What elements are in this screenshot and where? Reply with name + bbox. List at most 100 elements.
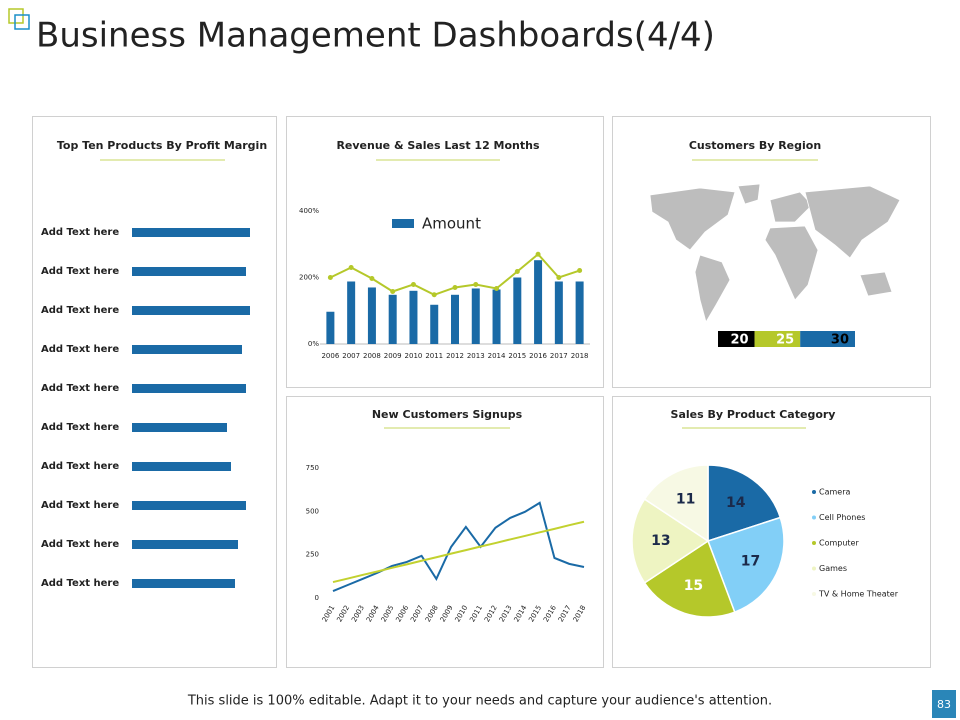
panel-title: Top Ten Products By Profit Margin	[57, 139, 267, 152]
footer: This slide is 100% editable. Adapt it to…	[187, 694, 772, 709]
bar	[430, 304, 439, 344]
bar-label: Add Text here	[41, 578, 119, 589]
line-marker	[556, 275, 562, 280]
map-region	[859, 271, 893, 297]
bar	[451, 294, 459, 344]
bar-label: Add Text here	[41, 383, 119, 394]
x-tick-label: 2006	[321, 352, 339, 360]
bar-label: Add Text here	[41, 461, 119, 472]
bar	[132, 306, 250, 315]
x-tick-label: 2007	[342, 352, 360, 360]
map-region	[649, 187, 736, 251]
line-marker	[327, 275, 333, 280]
map-region	[769, 191, 813, 223]
x-tick-label: 2017	[557, 604, 573, 623]
bar	[132, 345, 242, 354]
x-tick-label: 2006	[394, 604, 410, 624]
panel	[612, 116, 931, 388]
bar-label: Add Text here	[41, 500, 119, 511]
pie-slice	[631, 498, 710, 584]
region-value: 25	[776, 333, 794, 348]
region-segment	[754, 331, 801, 347]
bar	[132, 384, 246, 393]
line	[332, 501, 585, 592]
x-tick-label: 2016	[542, 604, 558, 624]
bar-label: Add Text here	[41, 266, 119, 277]
legend-label: Camera	[819, 488, 850, 497]
bar	[471, 288, 480, 344]
bar	[409, 290, 418, 344]
panel	[32, 116, 277, 668]
line	[332, 520, 585, 584]
panel-title: New Customers Signups	[372, 408, 523, 421]
logo-square	[14, 14, 30, 30]
line-marker	[390, 288, 396, 294]
bar-label: Add Text here	[41, 305, 119, 316]
x-tick-label: 2009	[439, 604, 455, 623]
map-region	[804, 185, 901, 259]
legend-swatch	[812, 541, 816, 545]
line-marker	[577, 268, 583, 274]
y-tick-label: 200%	[299, 274, 319, 282]
bar-label: Add Text here	[41, 422, 119, 433]
x-tick-label: 2014	[513, 604, 529, 624]
panel-title: Revenue & Sales Last 12 Months	[336, 139, 540, 152]
legend-swatch	[812, 490, 816, 494]
panel-title: Customers By Region	[689, 139, 821, 152]
bar	[132, 501, 246, 510]
x-tick-label: 2014	[488, 352, 506, 360]
line-marker	[369, 275, 375, 281]
bar-label: Add Text here	[41, 344, 119, 355]
x-tick-label: 2005	[380, 604, 396, 623]
panel	[612, 396, 931, 668]
x-tick-label: 2016	[529, 352, 547, 360]
slice-label: 11	[676, 492, 695, 508]
x-tick-label: 2010	[405, 352, 423, 360]
x-tick-label: 2002	[335, 604, 351, 623]
pie-slice	[643, 539, 736, 618]
line-marker	[494, 285, 500, 291]
pie-slice	[643, 464, 709, 543]
slide-title: Business Management Dashboards(4/4)	[36, 16, 715, 56]
logo-square	[8, 8, 24, 24]
map-region	[737, 183, 761, 205]
bar	[347, 281, 356, 344]
line-marker	[431, 292, 437, 298]
legend-swatch	[812, 566, 816, 571]
legend-label: Cell Phones	[819, 513, 865, 522]
x-tick-label: 2009	[384, 352, 402, 360]
title-underlines	[100, 159, 818, 429]
legend-swatch	[812, 592, 816, 596]
x-tick-label: 2008	[424, 604, 440, 623]
bar	[132, 540, 238, 549]
x-tick-label: 2010	[454, 604, 470, 623]
line-marker	[514, 269, 520, 275]
bar	[132, 228, 250, 237]
x-tick-label: 2013	[467, 352, 485, 360]
y-tick-label: 0	[315, 594, 319, 602]
bar	[554, 281, 563, 344]
x-tick-label: 2018	[572, 604, 588, 623]
panel	[286, 396, 604, 668]
x-tick-label: 2018	[571, 352, 589, 360]
y-tick-label: 500	[306, 507, 319, 515]
y-tick-label: 250	[306, 551, 319, 559]
slice-label: 17	[741, 553, 760, 569]
x-tick-label: 2015	[508, 352, 526, 360]
region-segment	[800, 331, 855, 347]
map-region	[764, 225, 819, 301]
y-tick-label: 400%	[299, 207, 319, 215]
legend-swatch	[812, 515, 816, 520]
bar	[132, 267, 246, 276]
map-region	[694, 254, 731, 324]
legend-label: TV & Home Theater	[818, 590, 899, 599]
bar	[326, 311, 335, 344]
bar-label: Add Text here	[41, 227, 119, 238]
x-tick-label: 2001	[321, 604, 337, 623]
line-marker	[452, 284, 458, 290]
bar	[388, 294, 397, 344]
region-value: 30	[831, 333, 849, 348]
bar	[492, 289, 501, 344]
y-tick-label: 750	[306, 464, 319, 472]
x-tick-label: 2004	[365, 604, 381, 624]
